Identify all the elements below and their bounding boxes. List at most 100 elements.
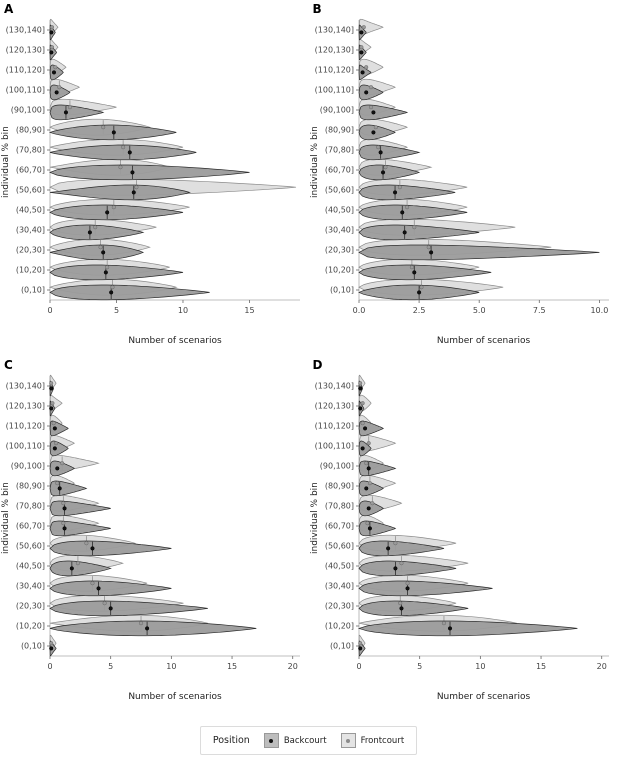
violin-backcourt (357, 580, 493, 597)
mean-point-backcourt (55, 466, 60, 471)
y-tick-label: (70,80] (16, 502, 45, 511)
y-tick-label: (90,100] (11, 462, 45, 471)
backcourt-point-icon (269, 738, 274, 743)
violin-backcourt (358, 84, 384, 101)
x-tick-label: 2.5 (412, 306, 425, 315)
y-tick-label: (40,50] (324, 562, 353, 571)
y-tick-label: (60,70] (16, 166, 45, 175)
x-tick-label: 15 (227, 662, 237, 671)
x-tick-label: 0 (47, 662, 52, 671)
mean-point-frontcourt (404, 581, 410, 586)
mean-point-frontcourt (67, 105, 72, 110)
mean-point-backcourt (363, 90, 368, 95)
violin-backcourt (49, 520, 111, 537)
mean-point-frontcourt (382, 165, 387, 170)
mean-point-backcourt (360, 70, 365, 75)
mean-point-frontcourt (49, 641, 54, 646)
frontcourt-point-icon (346, 738, 351, 743)
mean-point-frontcourt (93, 225, 98, 230)
mean-point-frontcourt (367, 481, 372, 486)
y-tick-label: (120,130] (6, 46, 45, 55)
mean-point-backcourt (90, 546, 95, 551)
mean-point-frontcourt (441, 621, 446, 626)
y-tick-label: (130,140] (314, 382, 353, 391)
mean-point-backcourt (392, 190, 397, 195)
mean-point-frontcourt (75, 561, 80, 566)
mean-point-frontcourt (49, 45, 55, 50)
violin-backcourt (49, 104, 105, 121)
mean-point-backcourt (49, 50, 54, 55)
y-tick-label: (30,40] (324, 226, 353, 235)
panel-D: D individual % bin 0 5 10 15 20 (130,140] (120… (309, 356, 617, 712)
y-tick-label: (80,90] (16, 482, 45, 491)
y-tick-label: (80,90] (16, 126, 45, 135)
mean-point-frontcourt (397, 601, 402, 606)
mean-point-backcourt (363, 486, 368, 491)
y-tick-label: (0,10] (329, 286, 353, 295)
mean-point-backcourt (367, 526, 372, 531)
mean-point-frontcourt (375, 145, 380, 150)
frontcourt-key-icon (340, 733, 356, 748)
y-tick-label: (110,120] (314, 66, 353, 75)
violin-backcourt (358, 184, 455, 201)
mean-point-frontcourt (98, 245, 103, 250)
panel-C: C individual % bin 0 5 10 15 20 (130,140] (120… (0, 356, 309, 712)
y-tick-label: (60,70] (324, 522, 353, 531)
violin-backcourt (49, 84, 71, 101)
violin-backcourt (358, 104, 408, 121)
mean-point-backcourt (366, 466, 371, 471)
mean-point-frontcourt (363, 461, 368, 466)
y-tick-label: (90,100] (319, 106, 353, 115)
mean-point-frontcourt (357, 641, 362, 646)
y-tick-label: (130,140] (6, 26, 45, 35)
mean-point-backcourt (358, 50, 363, 55)
y-tick-label: (90,100] (11, 106, 45, 115)
y-tick-label: (0,10] (329, 642, 353, 651)
mean-point-backcourt (62, 506, 67, 511)
violin-backcourt (358, 164, 420, 181)
mean-point-frontcourt (358, 45, 363, 50)
mean-point-backcourt (362, 426, 367, 431)
mean-point-backcourt (96, 586, 101, 591)
mean-point-frontcourt (134, 185, 139, 190)
panel-B: B individual % bin 0.0 2.5 5.0 7.5 10.0 (130,… (309, 0, 617, 356)
mean-point-backcourt (380, 170, 385, 175)
legend-label-backcourt: Backcourt (283, 735, 327, 746)
x-tick-label: 20 (596, 662, 606, 671)
y-tick-label: (20,30] (16, 246, 45, 255)
mean-point-backcourt (131, 190, 136, 195)
mean-point-backcourt (87, 230, 92, 235)
mean-point-frontcourt (50, 401, 55, 406)
backcourt-key-icon (263, 733, 279, 748)
x-tick-label: 0.0 (352, 306, 365, 315)
x-axis-title: Number of scenarios (128, 336, 222, 346)
y-tick-label: (60,70] (324, 166, 353, 175)
violin-backcourt (358, 560, 456, 577)
violin-backcourt (357, 264, 491, 281)
mean-point-backcourt (370, 110, 375, 115)
mean-point-backcourt (392, 566, 397, 571)
mean-point-frontcourt (53, 65, 58, 70)
y-tick-label: (50,60] (16, 542, 45, 551)
mean-point-frontcourt (61, 501, 66, 506)
violin-backcourt (358, 480, 384, 497)
mean-point-frontcourt (54, 441, 59, 446)
mean-point-backcourt (145, 626, 150, 631)
violin-backcourt (357, 224, 479, 241)
mean-point-backcourt (62, 526, 67, 531)
panel-letter-B: B (312, 2, 322, 16)
mean-point-backcourt (49, 646, 54, 651)
y-tick-label: (50,60] (16, 186, 45, 195)
mean-point-frontcourt (55, 481, 60, 486)
mean-point-frontcourt (404, 205, 409, 210)
mean-point-frontcourt (366, 441, 371, 446)
violin-backcourt (49, 560, 112, 577)
mean-point-backcourt (399, 210, 404, 215)
mean-point-frontcourt (373, 125, 378, 130)
y-tick-label: (10,20] (324, 622, 353, 631)
violin-backcourt (358, 520, 396, 537)
mean-point-backcourt (358, 30, 363, 35)
mean-point-backcourt (357, 386, 362, 391)
legend-item-frontcourt: Frontcourt (340, 733, 404, 748)
mean-point-frontcourt (110, 285, 115, 290)
